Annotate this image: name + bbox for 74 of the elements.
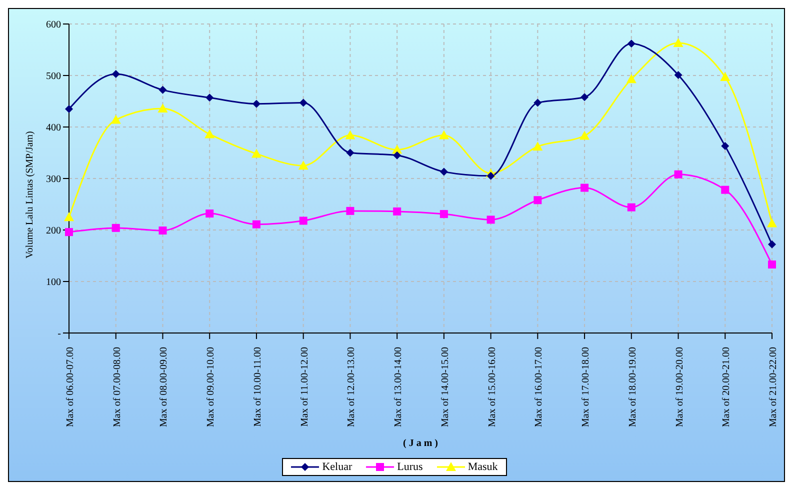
point (64, 212, 74, 222)
point (768, 240, 776, 248)
x-tick-label: Max of 07.00-08.00 (112, 347, 123, 427)
point (393, 207, 402, 216)
x-tick-label: Max of 13.00-14.00 (393, 347, 404, 427)
point (674, 70, 682, 79)
point (299, 216, 308, 225)
legend-label: Keluar (322, 461, 352, 473)
point (158, 103, 168, 112)
x-tick-label: Max of 11.00-12.00 (299, 347, 310, 427)
point (721, 142, 730, 150)
point (158, 86, 167, 94)
point (438, 130, 449, 140)
point (627, 40, 636, 48)
y-tick-label: 600 (46, 20, 61, 31)
x-tick-label: Max of 15.00-16.00 (486, 347, 498, 427)
point (298, 160, 308, 170)
point (204, 129, 215, 138)
point (532, 142, 543, 151)
point (299, 98, 308, 107)
point (674, 170, 682, 178)
point (206, 210, 214, 218)
point (110, 114, 121, 124)
point (486, 216, 495, 224)
point (534, 98, 542, 107)
point (346, 206, 354, 215)
point (580, 93, 589, 102)
point (206, 94, 214, 102)
y-tick-label: - (58, 328, 61, 340)
point (580, 184, 589, 192)
point (65, 228, 73, 236)
x-tick-label: Max of 17.00-18.00 (580, 347, 592, 427)
point (440, 168, 448, 176)
x-tick-label: Max of 18.00-19.00 (627, 347, 638, 427)
point (112, 224, 120, 232)
point (252, 220, 260, 228)
y-axis-title: Volume Lalu Lintas (SMP/Jam) (24, 131, 36, 258)
point (393, 151, 402, 160)
point (486, 172, 495, 180)
x-axis-title: ( J a m ) (403, 438, 438, 449)
point (626, 74, 636, 84)
point (112, 70, 120, 78)
x-tick-label: Max of 16.00-17.00 (534, 347, 545, 427)
y-tick-label: 300 (46, 174, 61, 186)
x-tick-label: Max of 12.00-13.00 (346, 347, 358, 427)
x-tick-label: Max of 19.00-20.00 (674, 347, 686, 427)
y-tick-label: 100 (46, 277, 61, 288)
point (627, 203, 636, 212)
point (768, 260, 776, 269)
legend-label: Masuk (468, 461, 498, 473)
x-tick-label: Max of 06.00-07.00 (65, 347, 76, 427)
x-tick-label: Max of 21.00-22.00 (768, 347, 779, 427)
point (440, 210, 448, 218)
point (720, 72, 730, 82)
x-tick-label: Max of 20.00-21.00 (721, 347, 732, 427)
point (346, 148, 354, 157)
point (158, 226, 167, 235)
point (721, 186, 730, 194)
point (252, 100, 260, 108)
point (534, 196, 542, 204)
point (580, 130, 590, 140)
point (673, 38, 684, 48)
x-tick-label: Max of 10.00-11.00 (252, 347, 264, 427)
x-tick-label: Max of 14.00-15.00 (440, 347, 451, 427)
legend-label: Lurus (397, 461, 423, 473)
x-tick-label: Max of 09.00-10.00 (206, 347, 217, 427)
point (65, 104, 73, 113)
y-tick-label: 500 (46, 71, 61, 82)
x-tick-label: Max of 08.00-09.00 (158, 347, 170, 427)
point (345, 130, 356, 140)
y-tick-label: 400 (46, 122, 61, 134)
point (251, 148, 262, 158)
point (767, 218, 777, 228)
y-tick-label: 200 (46, 226, 61, 237)
